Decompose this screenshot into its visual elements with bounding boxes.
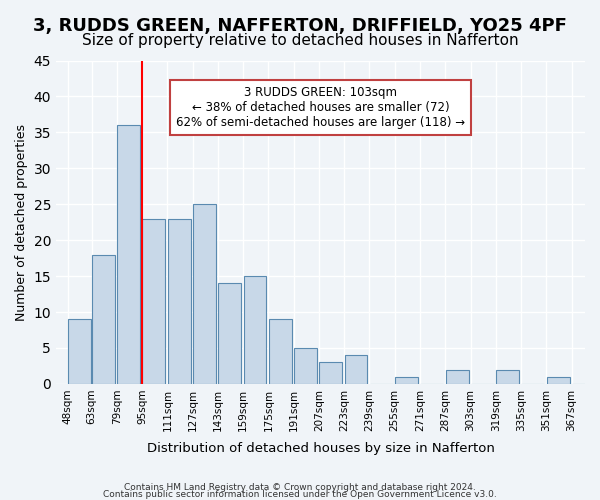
- Bar: [547, 376, 569, 384]
- Bar: [269, 319, 292, 384]
- Bar: [218, 284, 241, 384]
- Bar: [344, 355, 367, 384]
- Bar: [168, 218, 191, 384]
- Bar: [142, 218, 166, 384]
- Bar: [446, 370, 469, 384]
- Bar: [244, 276, 266, 384]
- Text: Contains public sector information licensed under the Open Government Licence v3: Contains public sector information licen…: [103, 490, 497, 499]
- Bar: [395, 376, 418, 384]
- Bar: [496, 370, 519, 384]
- Text: Size of property relative to detached houses in Nafferton: Size of property relative to detached ho…: [82, 32, 518, 48]
- Text: 3, RUDDS GREEN, NAFFERTON, DRIFFIELD, YO25 4PF: 3, RUDDS GREEN, NAFFERTON, DRIFFIELD, YO…: [33, 18, 567, 36]
- Y-axis label: Number of detached properties: Number of detached properties: [15, 124, 28, 320]
- Bar: [92, 254, 115, 384]
- Bar: [193, 204, 216, 384]
- Text: 3 RUDDS GREEN: 103sqm
← 38% of detached houses are smaller (72)
62% of semi-deta: 3 RUDDS GREEN: 103sqm ← 38% of detached …: [176, 86, 465, 130]
- Bar: [319, 362, 342, 384]
- Bar: [68, 319, 91, 384]
- X-axis label: Distribution of detached houses by size in Nafferton: Distribution of detached houses by size …: [146, 442, 494, 455]
- Bar: [294, 348, 317, 384]
- Bar: [117, 125, 140, 384]
- Text: Contains HM Land Registry data © Crown copyright and database right 2024.: Contains HM Land Registry data © Crown c…: [124, 484, 476, 492]
- Bar: [597, 376, 600, 384]
